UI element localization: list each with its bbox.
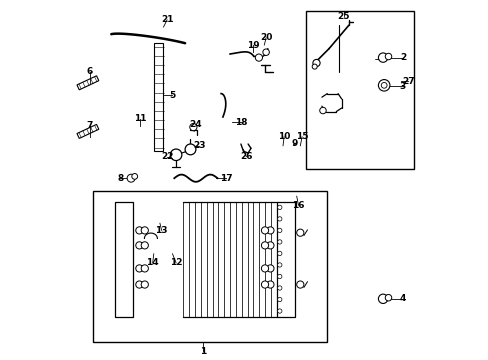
Text: 19: 19 [246,40,259,49]
Text: 23: 23 [193,141,205,150]
Circle shape [296,229,303,236]
Text: 3: 3 [399,82,405,91]
Text: 25: 25 [337,12,349,21]
Circle shape [296,281,303,288]
Circle shape [266,227,273,234]
Circle shape [277,309,282,313]
Circle shape [277,205,282,210]
Circle shape [170,149,182,161]
Circle shape [277,228,282,233]
Circle shape [141,242,148,249]
Circle shape [141,227,148,234]
Text: 26: 26 [240,152,252,161]
Text: 2: 2 [399,53,405,62]
Text: 6: 6 [86,68,93,77]
Circle shape [381,82,386,88]
Text: 4: 4 [399,294,405,303]
Bar [77,76,99,90]
Circle shape [277,286,282,290]
Text: 12: 12 [169,258,182,267]
Circle shape [136,242,142,249]
Circle shape [263,49,269,55]
Text: 1: 1 [200,346,206,356]
Circle shape [141,265,148,272]
Circle shape [277,251,282,256]
Circle shape [266,242,273,249]
Circle shape [277,217,282,221]
Circle shape [261,227,268,234]
Circle shape [261,281,268,288]
Circle shape [277,297,282,302]
Circle shape [319,107,325,114]
Circle shape [378,53,387,62]
Text: 14: 14 [146,258,159,267]
Circle shape [136,281,142,288]
Bar [93,191,326,342]
Circle shape [378,294,387,303]
Text: 13: 13 [155,226,167,235]
Text: 24: 24 [189,120,202,129]
Text: 18: 18 [234,118,246,127]
Circle shape [311,64,317,69]
Circle shape [141,281,148,288]
Circle shape [266,281,273,288]
Text: 5: 5 [169,91,175,100]
Text: 21: 21 [161,15,173,24]
Text: 22: 22 [161,152,173,161]
Text: 16: 16 [292,201,304,210]
Circle shape [385,294,391,301]
Circle shape [312,59,320,67]
Text: 15: 15 [295,132,308,141]
Circle shape [189,123,197,131]
Text: 27: 27 [401,77,414,85]
Circle shape [127,174,135,182]
Circle shape [261,242,268,249]
Bar [77,125,99,138]
Bar [276,202,294,317]
Circle shape [378,80,389,91]
Bar [115,202,133,317]
Circle shape [277,274,282,279]
Circle shape [255,54,262,61]
Text: 20: 20 [260,33,272,42]
Circle shape [136,227,142,234]
Text: 7: 7 [86,122,93,130]
Bar [305,11,413,169]
Circle shape [132,174,137,179]
Circle shape [266,265,273,272]
Text: 17: 17 [220,174,232,183]
Circle shape [277,263,282,267]
Circle shape [185,144,196,155]
Circle shape [136,265,142,272]
Text: 11: 11 [134,114,146,123]
Text: 9: 9 [291,139,298,148]
Circle shape [277,240,282,244]
Text: 8: 8 [117,174,123,183]
Text: 10: 10 [277,132,290,141]
Circle shape [385,53,391,60]
Bar [154,43,163,151]
Circle shape [261,265,268,272]
